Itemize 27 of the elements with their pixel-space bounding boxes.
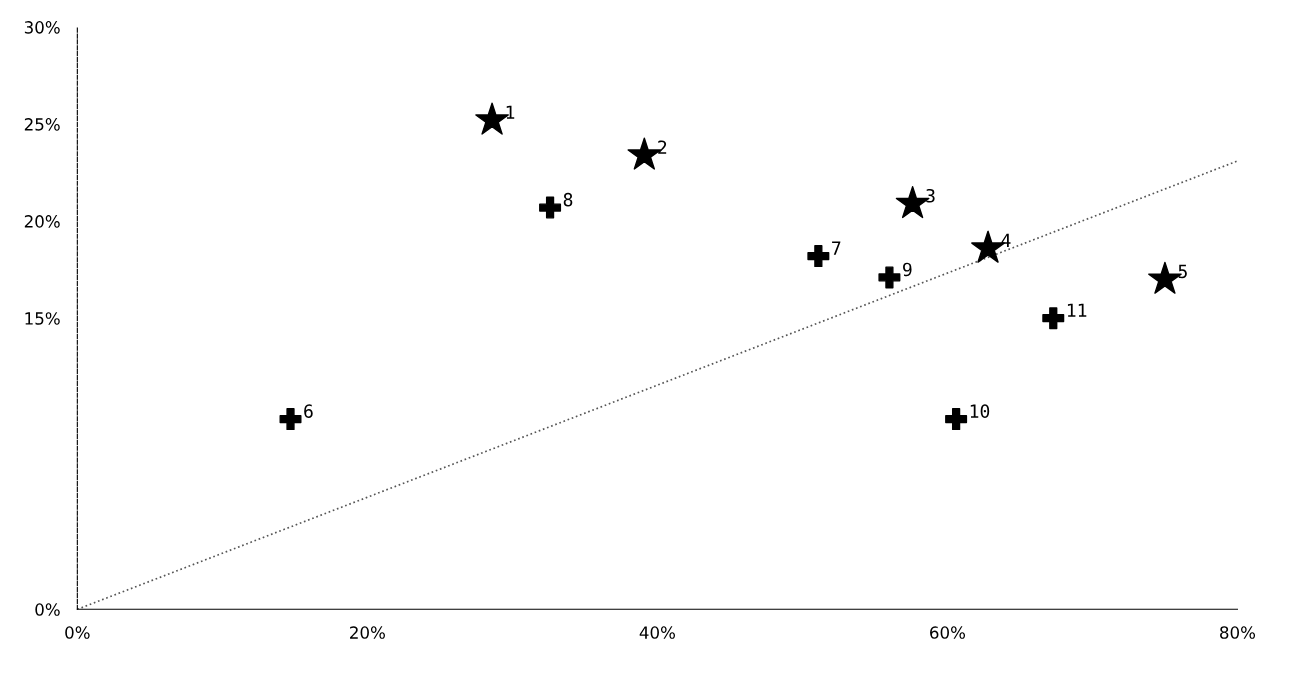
annotation: 7 <box>832 241 841 255</box>
point <box>945 408 968 431</box>
x-tick-label: 40% <box>639 626 675 639</box>
point <box>807 245 830 268</box>
point <box>279 408 302 431</box>
annotation: 1 <box>506 105 515 119</box>
annotation: 8 <box>563 192 573 207</box>
y-tick-label: 15% <box>25 312 60 325</box>
annotation: 2 <box>658 140 667 154</box>
x-tick-label: 0% <box>65 626 90 639</box>
annotation: 9 <box>903 262 912 277</box>
annotation: 5 <box>1178 264 1187 279</box>
x-tick-label: 80% <box>1220 626 1256 639</box>
y-tick-label: 25% <box>24 118 60 131</box>
annotation: 3 <box>926 188 935 203</box>
y-tick-label: 20% <box>24 215 60 228</box>
annotation: 6 <box>304 404 313 418</box>
annotation: 11 <box>1067 303 1087 317</box>
point <box>539 196 562 219</box>
y-tick-label: 0% <box>35 603 60 616</box>
x-tick-label: 60% <box>930 626 966 639</box>
point <box>1042 307 1065 330</box>
y-tick-label: 30% <box>24 21 60 34</box>
x-tick-label: 20% <box>350 626 385 639</box>
annotation: 4 <box>1001 233 1011 247</box>
point <box>878 266 901 289</box>
annotation: 10 <box>970 404 990 418</box>
